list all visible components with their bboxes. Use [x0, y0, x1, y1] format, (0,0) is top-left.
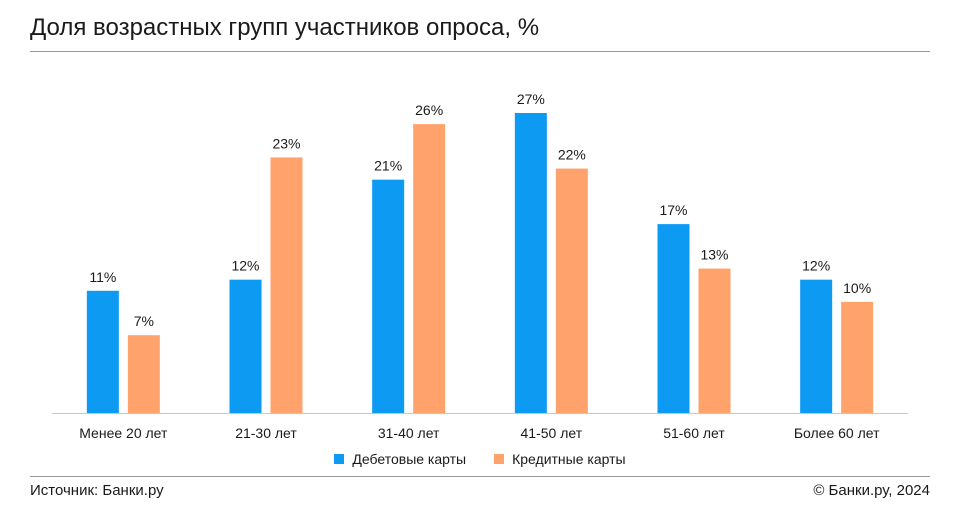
x-tick-label-3: 41-50 лет [521, 425, 583, 441]
data-label-credit-5: 10% [843, 280, 871, 296]
footer-divider [30, 476, 930, 477]
bar-debit-3 [514, 113, 547, 413]
data-label-credit-1: 23% [272, 135, 300, 151]
data-label-debit-3: 27% [517, 91, 545, 107]
data-label-debit-5: 12% [802, 258, 830, 274]
bar-debit-5 [800, 279, 833, 413]
data-label-debit-0: 11% [89, 269, 116, 285]
chart-title: Доля возрастных групп участников опроса,… [30, 14, 540, 41]
bar-credit-5 [841, 301, 874, 413]
copyright-note: © Банки.ру, 2024 [813, 482, 930, 499]
legend-item-debit: Дебетовые карты [334, 451, 466, 467]
legend-label-debit: Дебетовые карты [352, 451, 467, 467]
x-tick-label-4: 51-60 лет [663, 425, 725, 441]
legend-label-credit: Кредитные карты [512, 451, 626, 467]
legend-swatch-credit [494, 454, 505, 464]
bar-debit-4 [657, 224, 690, 413]
data-label-credit-0: 7% [134, 313, 154, 329]
bar-debit-0 [86, 290, 119, 413]
x-tick-label-5: Более 60 лет [794, 425, 880, 441]
header-divider [30, 51, 930, 52]
x-tick-label-2: 31-40 лет [378, 425, 440, 441]
bar-credit-1 [270, 157, 303, 413]
bar-credit-0 [127, 335, 160, 413]
bar-credit-2 [413, 124, 446, 413]
chart-legend: Дебетовые карты Кредитные карты [0, 451, 960, 467]
bar-debit-1 [229, 279, 262, 413]
data-label-credit-3: 22% [558, 147, 586, 163]
bar-credit-4 [698, 268, 731, 413]
data-label-debit-1: 12% [231, 258, 259, 274]
x-tick-label-1: 21-30 лет [235, 425, 297, 441]
legend-item-credit: Кредитные карты [494, 451, 626, 467]
x-tick-label-0: Менее 20 лет [79, 425, 168, 441]
data-label-credit-2: 26% [415, 102, 443, 118]
data-label-debit-4: 17% [659, 202, 687, 218]
data-label-debit-2: 21% [374, 158, 402, 174]
legend-swatch-debit [334, 454, 345, 464]
bar-credit-3 [555, 168, 588, 413]
data-label-credit-4: 13% [700, 247, 728, 263]
bar-debit-2 [372, 179, 405, 413]
source-note: Источник: Банки.ру [30, 482, 164, 499]
